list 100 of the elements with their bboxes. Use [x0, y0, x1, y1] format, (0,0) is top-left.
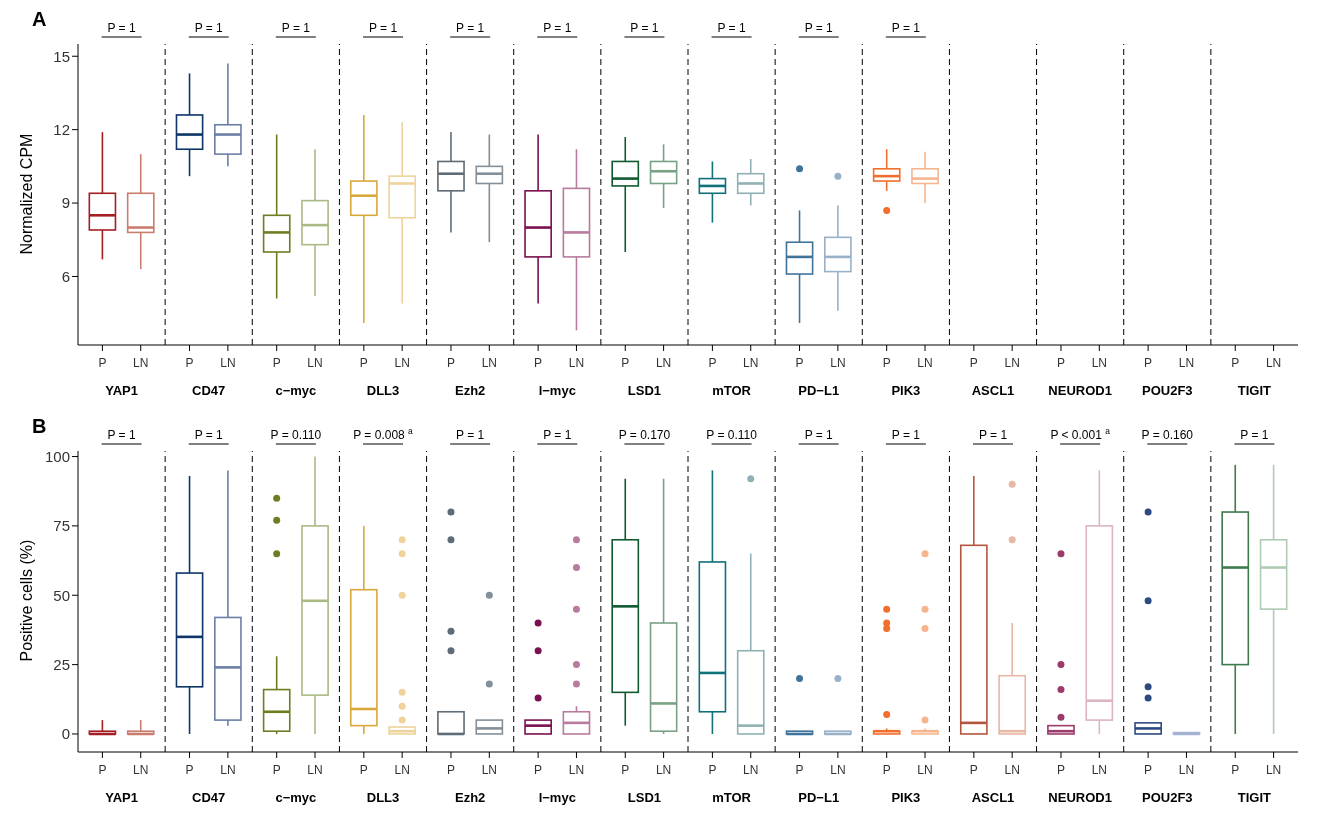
text: P [359, 763, 368, 777]
text: P [969, 356, 978, 370]
text: LN [133, 763, 149, 777]
x-tick-label: YAP1 [105, 790, 138, 805]
text: P [795, 356, 804, 370]
text: LN [1091, 356, 1107, 370]
text: LN [394, 356, 410, 370]
text: P = 1 [194, 428, 224, 442]
text: P = 0.170 [618, 428, 671, 442]
text: P = 1 [107, 21, 136, 35]
text: LN [743, 356, 759, 370]
text: P = 1 [804, 21, 834, 35]
text: P = 1 [281, 21, 311, 35]
text: P [621, 356, 630, 370]
text: P [708, 356, 717, 370]
text: P [969, 763, 978, 777]
text: LN [481, 356, 497, 370]
text: LN [394, 763, 410, 777]
y-axis-title: Positive cells (%) [17, 539, 35, 662]
y-tick-label: 25 [53, 655, 70, 673]
text: P [1231, 763, 1240, 777]
text: P [882, 356, 891, 370]
x-tick-label: TIGIT [1237, 790, 1272, 805]
text: P [185, 763, 194, 777]
text: LN [220, 356, 236, 370]
x-tick-label: LSD1 [627, 790, 662, 805]
x-tick-label: CD47 [192, 383, 226, 398]
text: P = 0.110 [270, 428, 322, 442]
text: LN [655, 763, 672, 777]
text: P [882, 763, 891, 777]
text: P = 0.110 [706, 428, 758, 442]
text: P [272, 763, 281, 777]
text: P = 1 [804, 428, 834, 442]
x-tick-label: l−myc [538, 790, 576, 805]
text: P = 1 [456, 428, 485, 442]
text: LN [1178, 356, 1195, 370]
text: P = 1 [717, 21, 746, 35]
x-tick-label: mTOR [712, 790, 752, 805]
text: P [1056, 763, 1065, 777]
x-tick-label: PIK3 [891, 790, 921, 805]
text: P [534, 356, 543, 370]
text: P = 1 [630, 21, 659, 35]
text: P = 1 [456, 21, 485, 35]
x-tick-label: c−myc [275, 790, 317, 805]
text: LN [1178, 763, 1195, 777]
x-tick-label: CD47 [192, 790, 226, 805]
text: LN [1265, 763, 1282, 777]
text: P = 1 [194, 21, 224, 35]
text: LN [1004, 763, 1020, 777]
text: P [272, 356, 281, 370]
y-tick-label: 0 [61, 725, 70, 743]
text: LN [1265, 356, 1282, 370]
text: LN [307, 356, 323, 370]
text: P [185, 356, 194, 370]
text: P [795, 763, 804, 777]
text: LN [830, 763, 846, 777]
text: P = 1 [368, 21, 398, 35]
text: LN [133, 356, 149, 370]
text: P = 1 [543, 428, 572, 442]
x-tick-label: ASCL1 [971, 383, 1015, 398]
text: P [1056, 356, 1065, 370]
x-tick-label: LSD1 [627, 383, 662, 398]
chart-title: A [32, 8, 47, 31]
x-tick-label: ASCL1 [971, 790, 1015, 805]
y-tick-label: 6 [61, 267, 70, 285]
x-tick-label: NEUROD1 [1048, 790, 1112, 805]
text: P [98, 763, 107, 777]
x-tick-label: c−myc [275, 383, 317, 398]
text: P = 0.160 [1141, 428, 1194, 442]
text: P [446, 356, 455, 370]
text: LN [917, 356, 933, 370]
x-tick-label: YAP1 [105, 383, 138, 398]
text: P < 0.001 $^{a}$ [1050, 426, 1111, 442]
text: LN [1004, 356, 1020, 370]
text: P [621, 763, 630, 777]
text: LN [481, 763, 497, 777]
y-tick-label: 12 [53, 120, 70, 138]
text: P = 1 [107, 428, 136, 442]
text: P = 1 [891, 428, 921, 442]
y-tick-label: 50 [53, 586, 70, 604]
x-tick-label: POU2F3 [1142, 790, 1193, 805]
x-tick-label: PIK3 [891, 383, 921, 398]
text: P [1231, 356, 1240, 370]
text: P [446, 763, 455, 777]
text: LN [568, 763, 585, 777]
text: P [534, 763, 543, 777]
x-tick-label: Ezh2 [454, 790, 486, 805]
text: LN [917, 763, 933, 777]
x-tick-label: PD−L1 [798, 383, 840, 398]
x-tick-label: PD−L1 [798, 790, 840, 805]
y-tick-label: 15 [53, 47, 70, 65]
text: P = 1 [891, 21, 921, 35]
text: LN [830, 356, 846, 370]
text: LN [307, 763, 323, 777]
x-tick-label: TIGIT [1237, 383, 1272, 398]
text: P [359, 356, 368, 370]
text: P [1144, 763, 1153, 777]
text: P [1144, 356, 1153, 370]
x-tick-label: NEUROD1 [1048, 383, 1112, 398]
text: P = 1 [1240, 428, 1269, 442]
